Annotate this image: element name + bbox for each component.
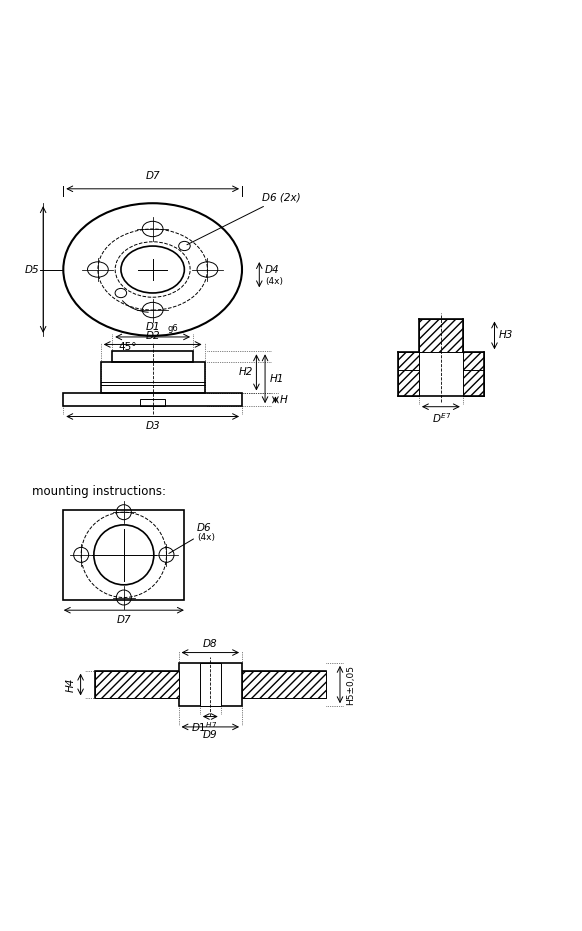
Bar	[242, 670, 325, 698]
Bar	[63, 394, 242, 406]
Text: g6: g6	[167, 325, 178, 333]
Text: H4: H4	[66, 678, 76, 692]
Text: mounting instructions:: mounting instructions:	[31, 485, 166, 498]
Bar	[398, 352, 419, 397]
Bar	[101, 362, 204, 394]
Text: D5: D5	[24, 264, 39, 275]
Bar	[95, 670, 179, 698]
Bar	[63, 510, 184, 600]
Text: H5±0,05: H5±0,05	[346, 665, 355, 705]
Text: D9: D9	[203, 731, 218, 740]
Bar	[95, 670, 325, 698]
Bar	[463, 352, 484, 397]
Text: H1: H1	[269, 373, 284, 384]
Bar	[419, 318, 463, 352]
Text: D6 (2x): D6 (2x)	[187, 193, 301, 245]
Text: D7: D7	[116, 614, 131, 625]
Text: D2: D2	[146, 331, 160, 341]
Text: D8: D8	[203, 639, 218, 649]
Text: $D1^{H7}$: $D1^{H7}$	[191, 720, 218, 734]
Text: D4: D4	[265, 264, 280, 275]
Text: D6: D6	[197, 523, 212, 533]
Text: H3: H3	[499, 331, 513, 341]
Text: D1: D1	[146, 322, 160, 332]
Bar	[179, 663, 242, 707]
Text: H: H	[280, 395, 288, 405]
Text: D3: D3	[146, 421, 160, 431]
Text: $D^{E7}$: $D^{E7}$	[432, 412, 451, 425]
Bar	[112, 351, 193, 362]
Bar	[200, 663, 221, 707]
Text: H2: H2	[239, 368, 254, 377]
Text: (4x): (4x)	[197, 533, 215, 542]
Text: 45°: 45°	[118, 342, 137, 352]
Text: D7: D7	[146, 171, 160, 182]
Bar	[140, 399, 165, 406]
Text: (4x): (4x)	[265, 277, 283, 286]
